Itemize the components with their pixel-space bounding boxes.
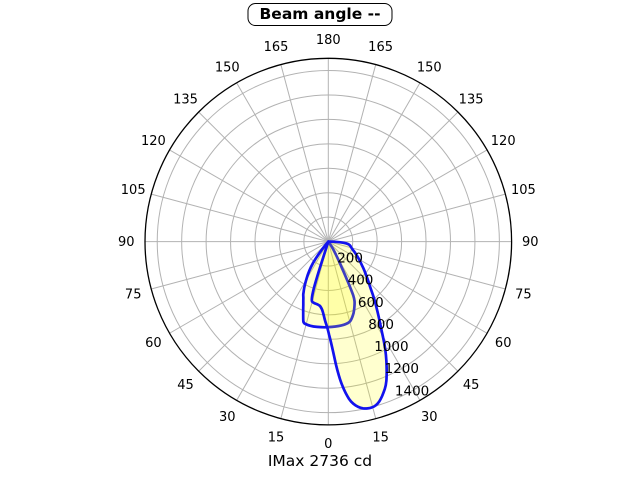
angle-label: 90 — [118, 235, 135, 250]
grid-ring — [254, 167, 403, 316]
angle-label: 165 — [368, 40, 393, 55]
grid-ring — [303, 216, 354, 267]
chart-title: Beam angle -- — [259, 5, 381, 23]
grid-ring — [230, 143, 427, 340]
angle-label: 105 — [511, 183, 536, 198]
angle-label: 45 — [177, 378, 194, 393]
angle-label: 60 — [145, 336, 162, 351]
grid-spoke — [280, 64, 329, 242]
angle-label: 150 — [417, 60, 442, 75]
radius-label: 800 — [368, 317, 394, 333]
angle-label: 30 — [421, 410, 438, 425]
angle-label: 75 — [125, 288, 142, 303]
chart-title-box: Beam angle -- — [247, 3, 393, 26]
outer-circle — [144, 57, 513, 426]
radius-label: 600 — [358, 295, 384, 311]
grid-spoke — [169, 149, 329, 243]
grid-spoke — [328, 193, 506, 243]
radius-label: 1000 — [374, 339, 408, 355]
grid-ring — [278, 192, 378, 291]
angle-label: 15 — [268, 430, 285, 445]
angle-label: 30 — [219, 410, 236, 425]
grid-spoke — [280, 241, 329, 419]
grid-spoke — [328, 241, 488, 334]
grid-spoke — [327, 111, 459, 242]
beam-lobe-narrow-lobe — [310, 240, 389, 410]
radius-label: 1200 — [385, 361, 419, 377]
beam-lobe-wide-lobe — [301, 240, 356, 329]
angle-label: 120 — [141, 134, 166, 149]
grid-spoke — [169, 241, 329, 334]
angle-label: 135 — [173, 92, 198, 107]
grid-spoke — [327, 241, 459, 372]
grid-ring — [181, 94, 476, 389]
grid-spoke — [151, 241, 329, 290]
grid-ring — [156, 70, 500, 414]
grid-spoke — [327, 82, 421, 242]
angle-label: 15 — [372, 430, 389, 445]
grid-spoke — [151, 193, 329, 243]
angle-tick-labels: 0 15 15 30 30 45 45 60 60 75 75 90 90 105 105 120 120 135… — [118, 33, 539, 452]
angle-label: 0 — [324, 437, 332, 452]
grid-spoke — [236, 82, 329, 242]
imax-caption: IMax 2736 cd — [267, 452, 373, 470]
grid-spoke — [327, 241, 377, 419]
radius-label: 200 — [337, 251, 363, 267]
angle-label: 120 — [491, 134, 516, 149]
angle-label: 165 — [264, 40, 289, 55]
grid-spoke — [327, 241, 421, 401]
angle-label: 45 — [463, 378, 480, 393]
radius-label: 1400 — [395, 383, 429, 399]
grid-ring — [205, 118, 451, 365]
angle-label: 180 — [316, 33, 341, 48]
grid-spoke — [328, 149, 488, 243]
radius-tick-labels: 200 400 600 800 1000 1200 1400 — [337, 251, 429, 400]
angle-label: 150 — [215, 60, 240, 75]
grid-spoke — [328, 241, 506, 290]
polar-grid — [144, 57, 513, 426]
angle-label: 135 — [459, 92, 484, 107]
angle-label: 60 — [495, 336, 512, 351]
grid-spoke — [327, 64, 377, 242]
grid-spoke — [198, 241, 329, 372]
angle-label: 90 — [522, 235, 539, 250]
radius-label: 400 — [348, 273, 374, 289]
grid-spoke — [236, 241, 329, 401]
angle-label: 105 — [121, 183, 146, 198]
beam-curves — [301, 240, 389, 410]
grid-spoke — [198, 111, 329, 242]
angle-label: 75 — [515, 288, 532, 303]
